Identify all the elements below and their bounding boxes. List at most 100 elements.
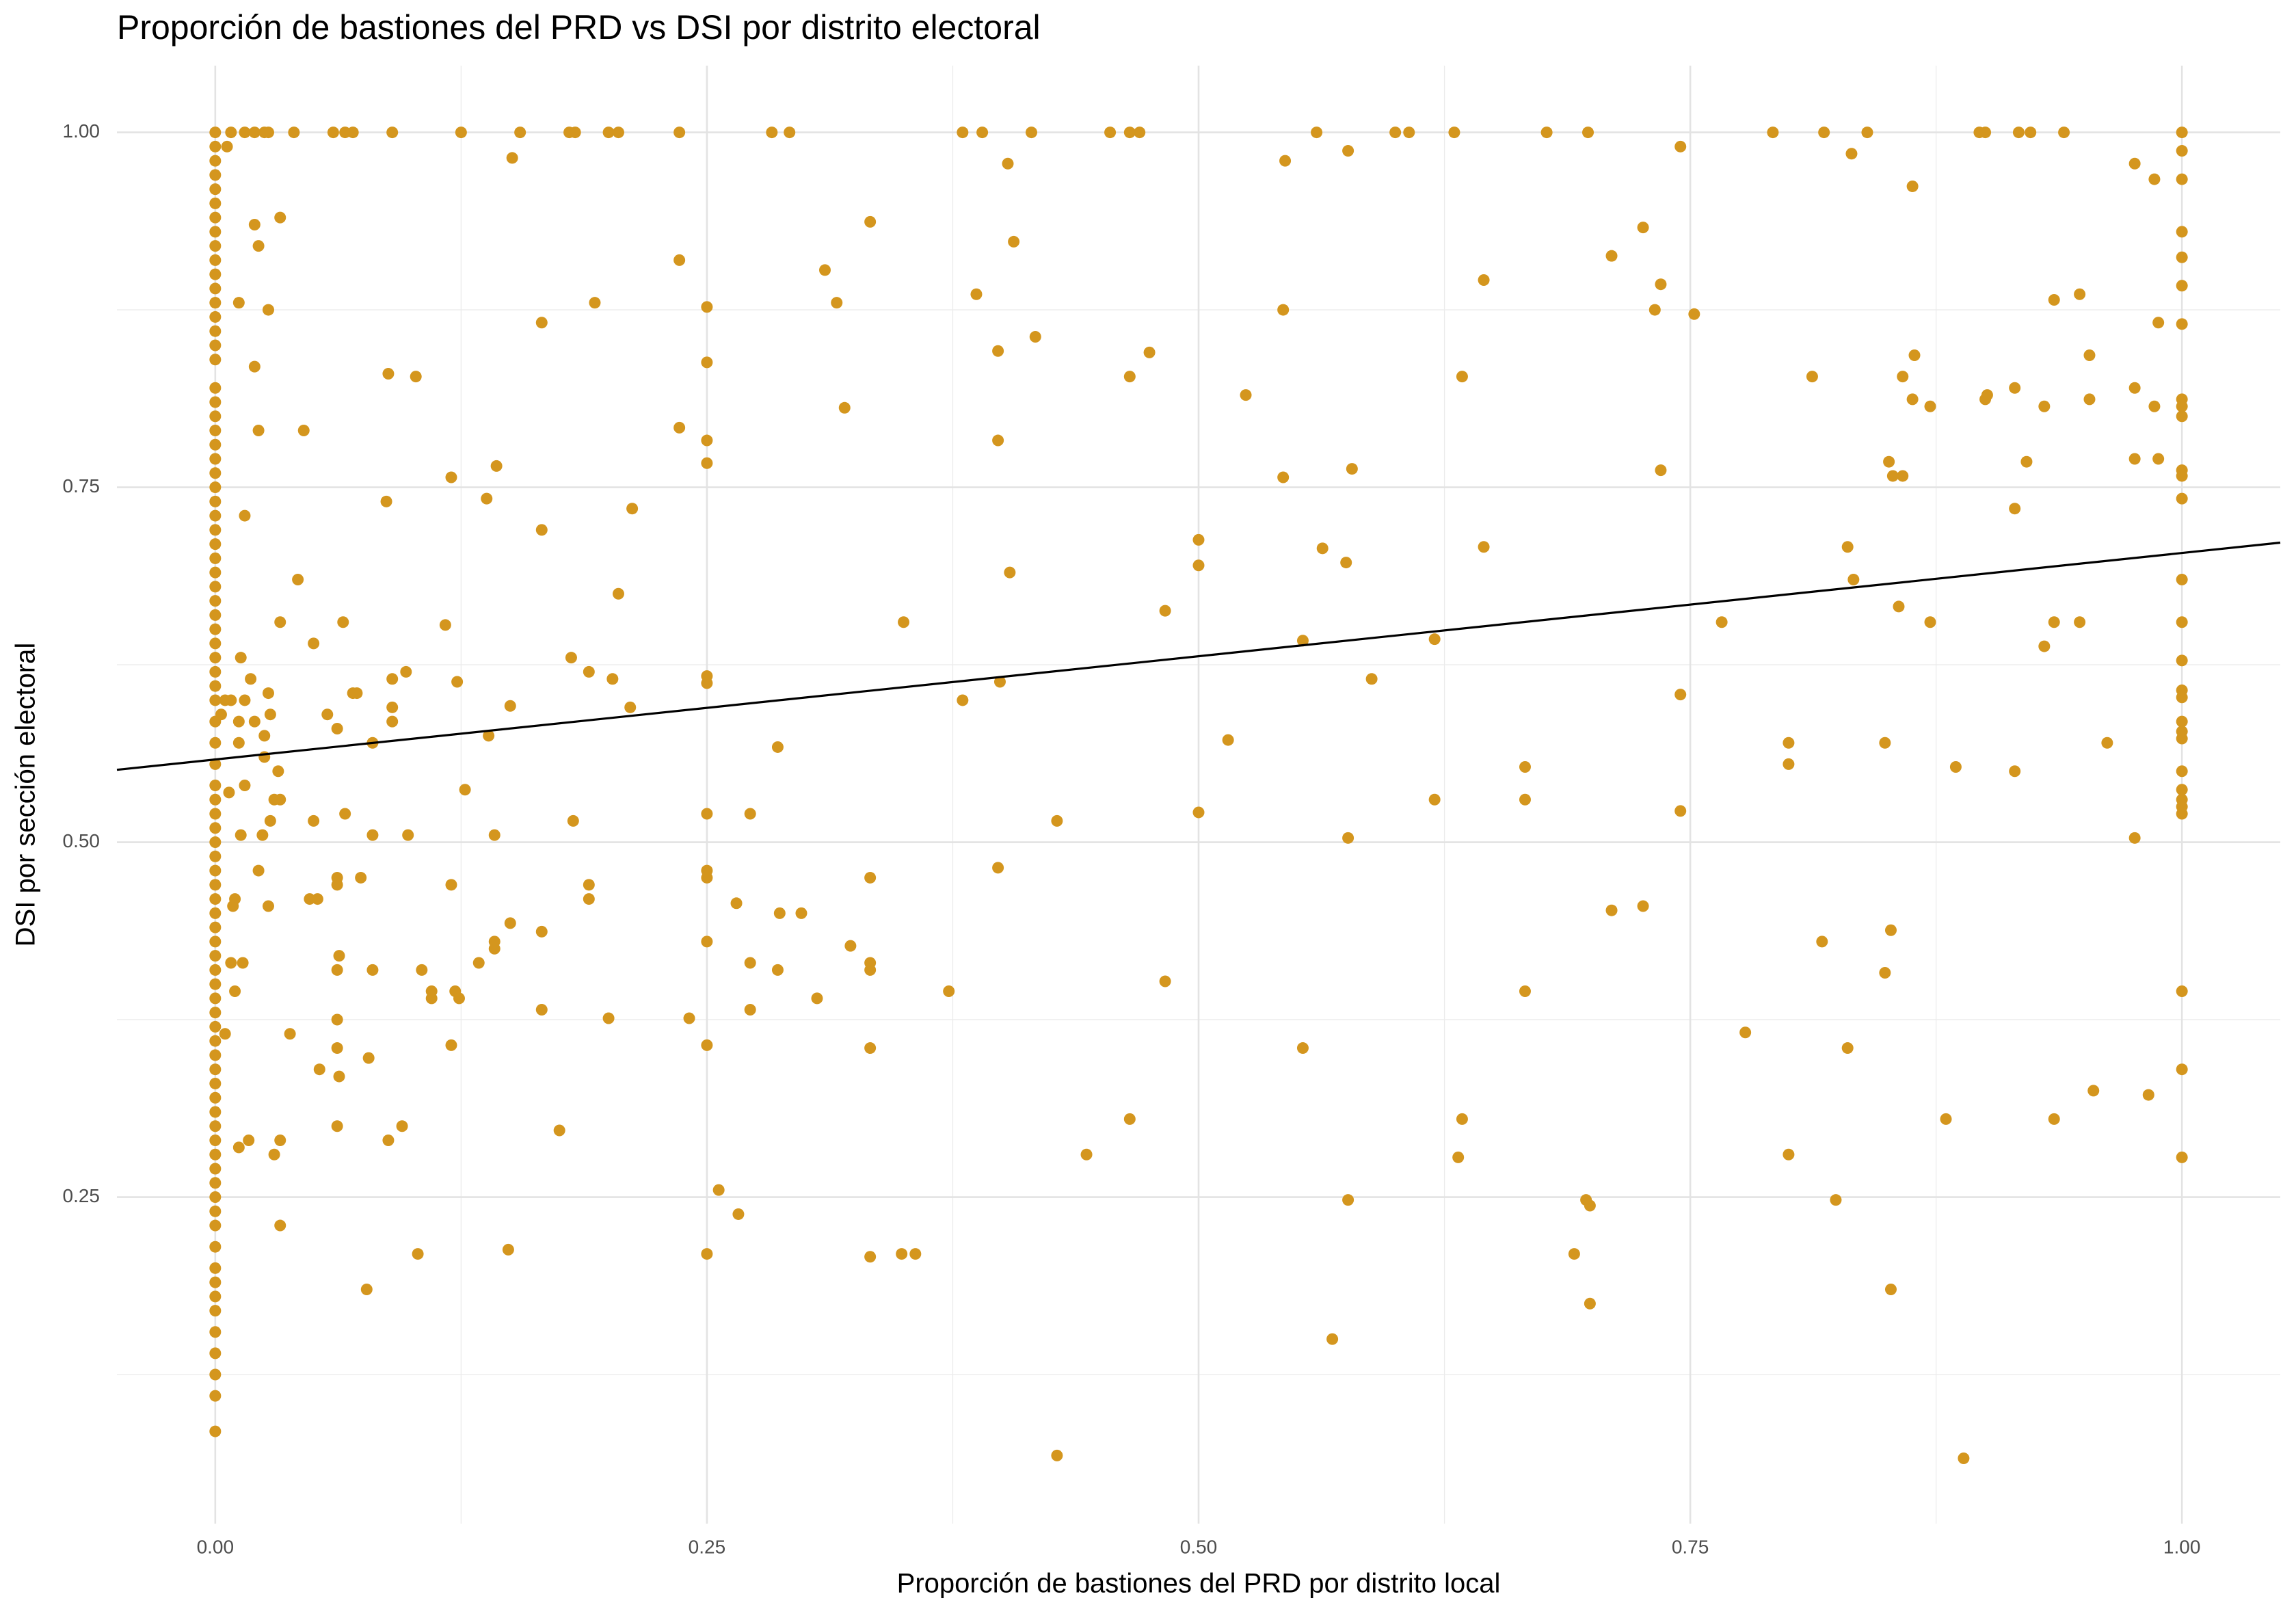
point <box>209 425 222 437</box>
point <box>1924 616 1936 628</box>
point <box>565 652 577 664</box>
point <box>274 793 286 806</box>
point <box>209 1347 222 1360</box>
point <box>331 1042 343 1055</box>
point <box>1296 635 1309 647</box>
point <box>896 1248 908 1260</box>
point <box>992 862 1004 874</box>
point <box>2083 349 2096 361</box>
point <box>2176 318 2188 330</box>
point <box>771 964 784 976</box>
marks-layer <box>116 127 2281 1465</box>
point <box>258 730 271 742</box>
point <box>209 169 222 181</box>
point <box>337 616 349 628</box>
grid-layer <box>117 66 2280 1524</box>
point <box>209 453 222 465</box>
point <box>410 371 422 383</box>
point <box>1192 559 1205 572</box>
point <box>386 701 399 713</box>
point <box>701 301 713 313</box>
point <box>2176 492 2188 505</box>
point <box>1240 389 1252 401</box>
point <box>209 1368 222 1381</box>
point <box>2048 616 2060 628</box>
point <box>225 957 237 969</box>
point <box>439 619 451 631</box>
point <box>626 503 639 515</box>
point <box>425 992 438 1005</box>
point <box>589 297 601 309</box>
point <box>1582 127 1594 139</box>
point <box>1192 533 1205 546</box>
point <box>2176 654 2188 667</box>
point <box>396 1120 408 1132</box>
point <box>209 211 222 224</box>
point <box>209 1177 222 1189</box>
x-tick-label: 1.00 <box>2163 1536 2201 1557</box>
point <box>970 288 983 300</box>
point <box>209 1241 222 1253</box>
point <box>209 652 222 664</box>
point <box>1456 371 1468 383</box>
point <box>308 814 320 827</box>
point <box>209 950 222 962</box>
point <box>209 1120 222 1132</box>
point <box>229 985 241 998</box>
point <box>1841 541 1854 553</box>
point <box>602 127 615 139</box>
point <box>1655 278 1667 291</box>
point <box>1342 832 1354 844</box>
point <box>1845 148 1858 160</box>
point <box>2176 715 2188 728</box>
point <box>2128 382 2141 394</box>
point <box>2176 985 2188 998</box>
point <box>331 879 343 891</box>
point <box>209 921 222 933</box>
point <box>1818 127 1830 139</box>
point <box>1958 1453 1970 1465</box>
point <box>274 616 286 628</box>
point <box>2152 453 2165 465</box>
point <box>1123 1113 1136 1125</box>
point <box>472 957 485 969</box>
point <box>1783 758 1795 770</box>
point <box>209 737 222 749</box>
point <box>701 871 713 884</box>
point <box>1104 127 1117 139</box>
point <box>701 677 713 689</box>
point <box>232 1141 245 1154</box>
point <box>1655 464 1667 477</box>
point <box>1192 806 1205 819</box>
point <box>2012 127 2025 139</box>
point <box>992 345 1004 357</box>
point <box>1428 633 1441 646</box>
point <box>239 509 251 522</box>
point <box>864 215 877 228</box>
point <box>1456 1113 1468 1125</box>
point <box>459 784 471 796</box>
point <box>2083 393 2096 406</box>
point <box>252 864 265 877</box>
point <box>232 715 245 728</box>
point <box>1279 155 1292 167</box>
point <box>612 587 624 600</box>
point <box>272 765 284 778</box>
point <box>248 127 261 139</box>
point <box>1134 127 1146 139</box>
point <box>380 495 392 507</box>
point <box>274 1219 286 1232</box>
point <box>209 382 222 394</box>
point <box>209 197 222 209</box>
point <box>232 297 245 309</box>
point <box>535 524 548 536</box>
point <box>2142 1089 2154 1101</box>
point <box>209 907 222 919</box>
point <box>209 325 222 337</box>
point <box>1342 145 1354 157</box>
point <box>488 829 500 841</box>
point <box>209 467 222 479</box>
point <box>362 1052 375 1064</box>
point <box>1674 140 1687 152</box>
